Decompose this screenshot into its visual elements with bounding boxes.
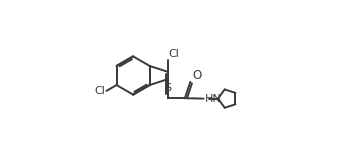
Text: Cl: Cl [95, 86, 106, 96]
Text: S: S [164, 83, 171, 93]
Text: HN: HN [204, 94, 221, 104]
Text: O: O [193, 69, 202, 82]
Text: Cl: Cl [169, 49, 180, 59]
